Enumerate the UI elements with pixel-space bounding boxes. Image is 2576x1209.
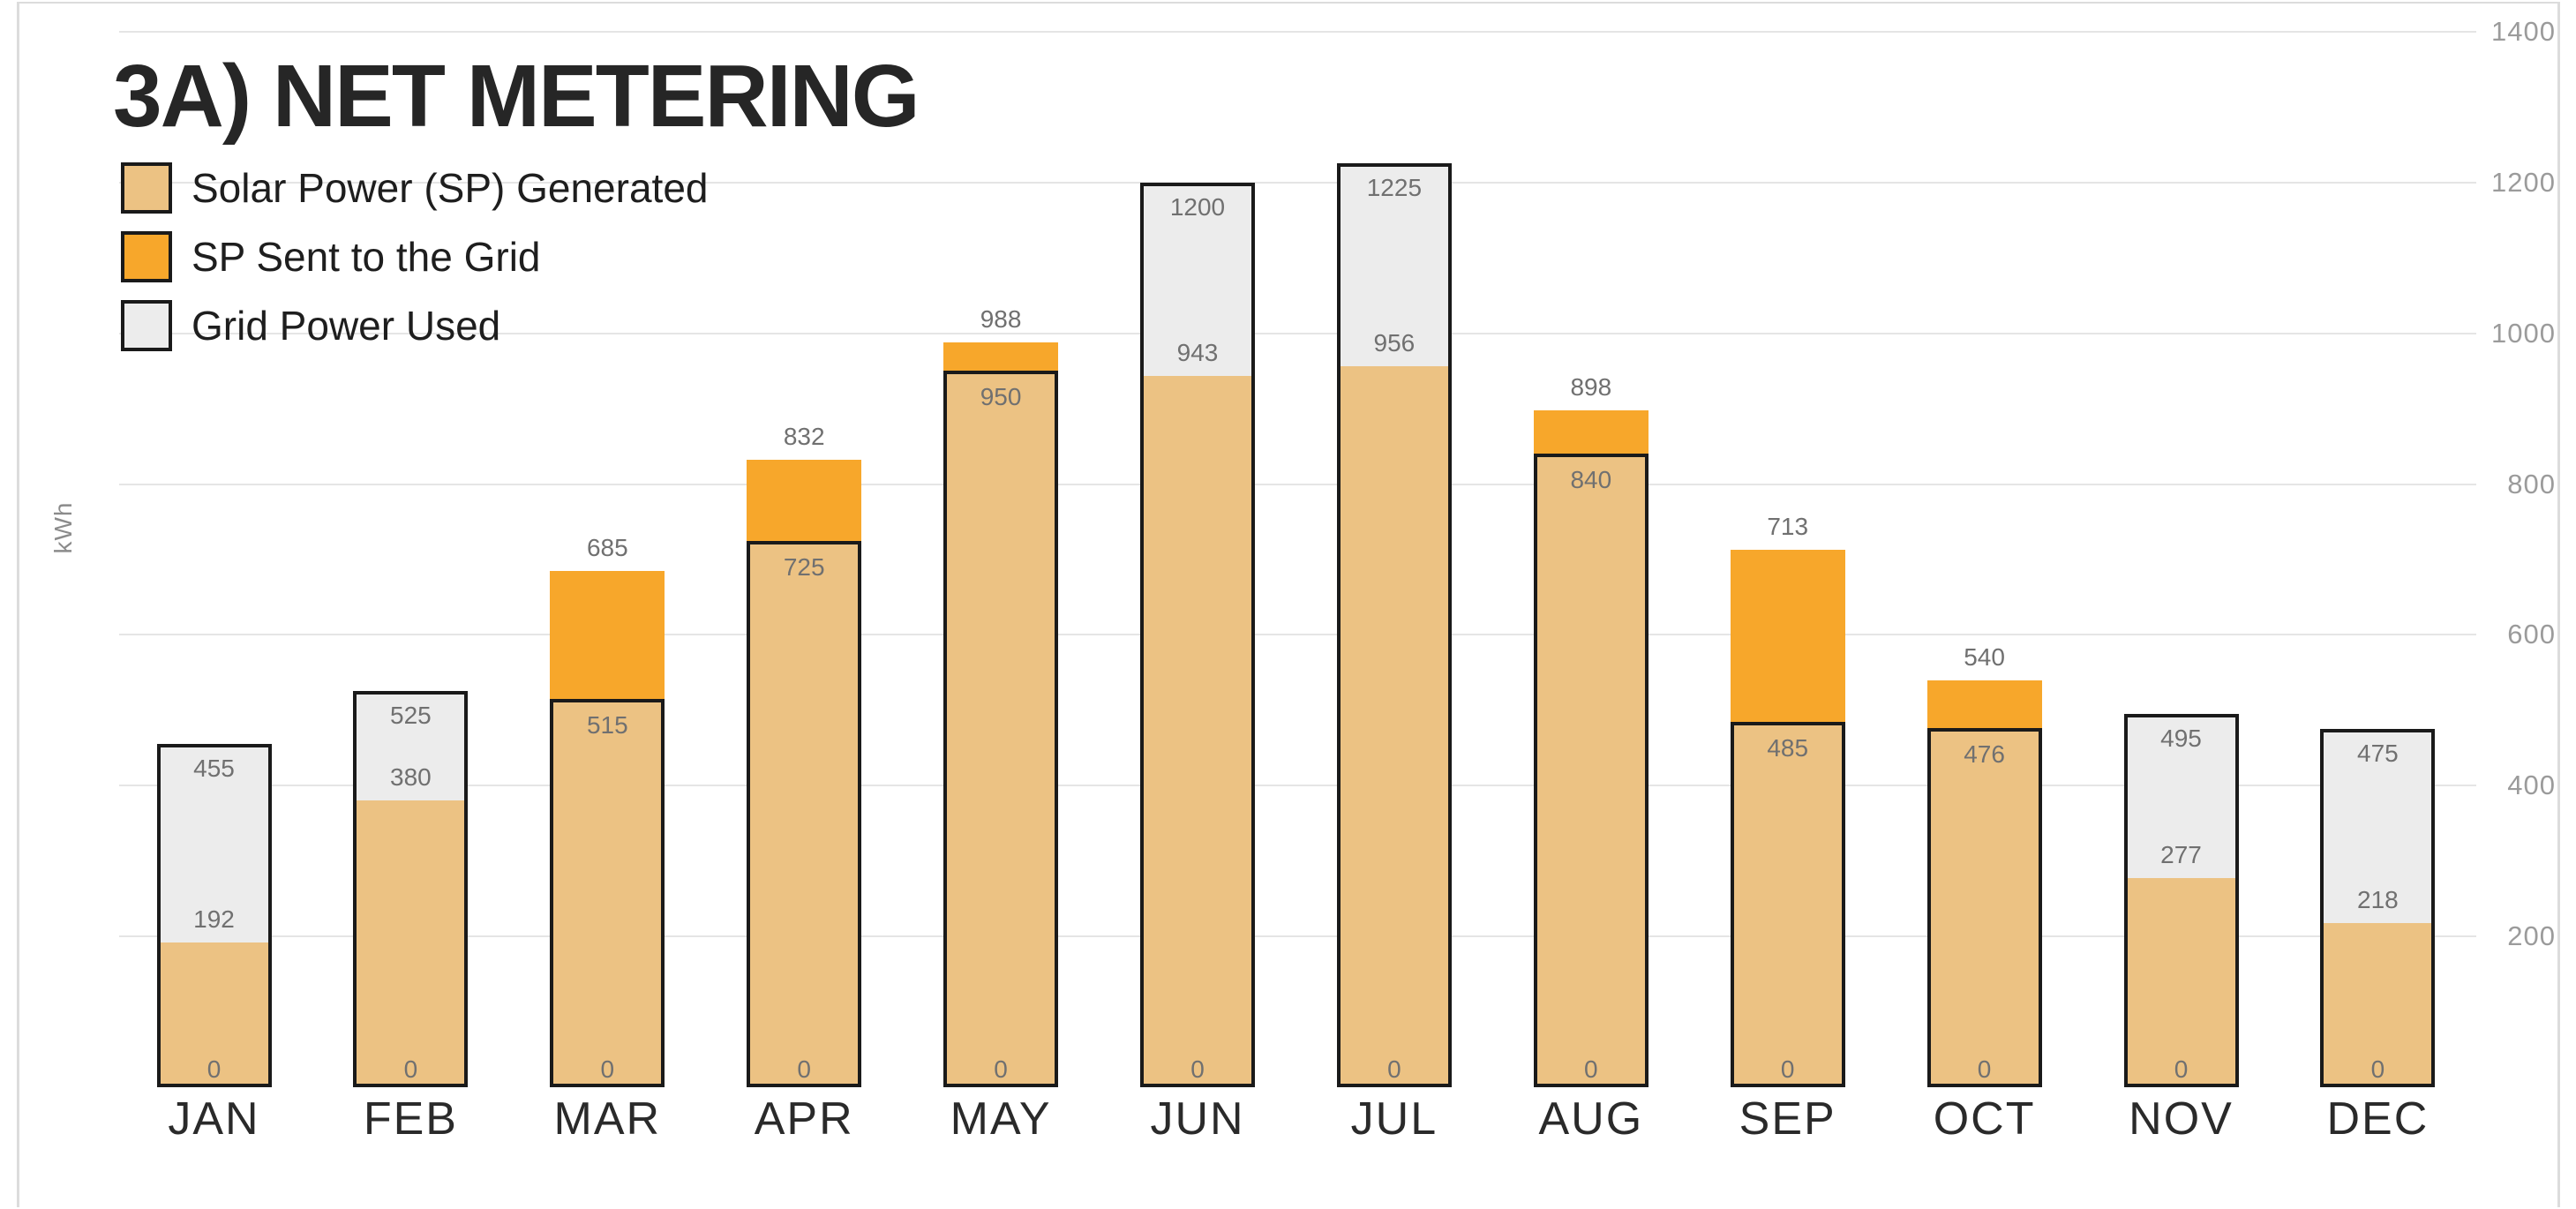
legend-swatch-sent-to-grid bbox=[121, 231, 172, 282]
y-axis-tick-800: 800 bbox=[2507, 468, 2556, 499]
bar-feb-total-label: 525 bbox=[390, 702, 432, 730]
bar-oct-solar-segment bbox=[1926, 728, 2042, 1087]
bar-jul-solar-segment bbox=[1340, 366, 1448, 1084]
x-axis-label-jul: JUL bbox=[1350, 1093, 1438, 1145]
bar-sep-solar-label: 485 bbox=[1767, 733, 1809, 762]
bar-dec-zero-label: 0 bbox=[2370, 1055, 2385, 1083]
bar-oct-total-label: 540 bbox=[1964, 642, 2005, 671]
bar-nov-total-label: 495 bbox=[2160, 725, 2202, 753]
x-axis-label-jan: JAN bbox=[168, 1093, 260, 1145]
bar-feb-solar-label: 380 bbox=[390, 763, 432, 792]
bar-dec-solar-label: 218 bbox=[2357, 885, 2399, 913]
bar-sep-solar-segment bbox=[1730, 721, 1845, 1087]
bar-may-total-label: 988 bbox=[980, 304, 1022, 333]
y-axis-tick-600: 600 bbox=[2507, 619, 2556, 650]
y-axis-tick-400: 400 bbox=[2507, 770, 2556, 801]
gridline-1000 bbox=[119, 332, 2476, 334]
bar-oct-solar-label: 476 bbox=[1964, 740, 2005, 769]
bar-mar-solar-segment bbox=[550, 699, 665, 1087]
x-axis-label-sep: SEP bbox=[1739, 1093, 1836, 1145]
gridline-400 bbox=[119, 785, 2476, 787]
bar-mar-total-label: 685 bbox=[586, 533, 628, 561]
legend-label-grid-used: Grid Power Used bbox=[192, 303, 501, 349]
bar-aug-zero-label: 0 bbox=[1584, 1055, 1598, 1083]
bar-jun-zero-label: 0 bbox=[1190, 1055, 1205, 1083]
x-axis-label-apr: APR bbox=[754, 1093, 854, 1145]
gridline-800 bbox=[119, 483, 2476, 485]
page-title: 3A) NET METERING bbox=[113, 47, 920, 146]
legend-label-sent-to-grid: SP Sent to the Grid bbox=[192, 234, 541, 280]
bar-sep-zero-label: 0 bbox=[1780, 1055, 1795, 1083]
bar-jul-total-label: 1225 bbox=[1366, 174, 1423, 202]
bar-aug-sent-to-grid-segment bbox=[1533, 409, 1648, 458]
bar-apr-zero-label: 0 bbox=[797, 1055, 811, 1083]
frame-right-line bbox=[2557, 2, 2560, 1207]
bar-dec-solar-segment bbox=[2324, 922, 2432, 1084]
bar-apr-sent-to-grid-segment bbox=[747, 460, 862, 544]
bar-sep-total-label: 713 bbox=[1767, 512, 1809, 540]
x-axis-label-feb: FEB bbox=[363, 1093, 458, 1145]
bar-aug-solar-segment bbox=[1533, 454, 1648, 1087]
bar-may-solar-segment bbox=[943, 371, 1059, 1087]
bar-oct-sent-to-grid-segment bbox=[1926, 680, 2042, 732]
x-axis-label-jun: JUN bbox=[1150, 1093, 1245, 1145]
x-axis-label-aug: AUG bbox=[1538, 1093, 1644, 1145]
legend-label-solar-generated: Solar Power (SP) Generated bbox=[192, 165, 709, 211]
bar-aug-total-label: 898 bbox=[1570, 372, 1612, 401]
y-axis-tick-1400: 1400 bbox=[2491, 15, 2556, 47]
bar-mar-zero-label: 0 bbox=[600, 1055, 615, 1083]
gridline-200 bbox=[119, 935, 2476, 938]
bar-dec-total-label: 475 bbox=[2357, 740, 2399, 768]
frame-top-line bbox=[18, 2, 2560, 4]
bar-sep-sent-to-grid-segment bbox=[1730, 549, 1845, 725]
y-axis-tick-1200: 1200 bbox=[2491, 166, 2556, 198]
y-axis-unit-label: kWh bbox=[49, 501, 77, 554]
bar-feb-solar-segment bbox=[357, 800, 465, 1084]
bar-apr-solar-label: 725 bbox=[783, 552, 825, 581]
x-axis-label-oct: OCT bbox=[1933, 1093, 2036, 1145]
x-axis-label-dec: DEC bbox=[2326, 1093, 2430, 1145]
frame-left-line bbox=[17, 2, 19, 1207]
bar-jun-solar-label: 943 bbox=[1176, 339, 1219, 367]
bar-jun-solar-segment bbox=[1144, 376, 1251, 1084]
bar-nov-zero-label: 0 bbox=[2174, 1055, 2189, 1083]
bar-jan-solar-segment bbox=[160, 942, 268, 1084]
bar-nov-solar-segment bbox=[2127, 878, 2235, 1084]
bar-jun-total-label: 1200 bbox=[1169, 192, 1226, 221]
bar-apr-total-label: 832 bbox=[783, 423, 825, 451]
bar-jan-total-label: 455 bbox=[193, 755, 235, 783]
bar-nov-solar-label: 277 bbox=[2160, 841, 2202, 869]
x-axis-label-mar: MAR bbox=[553, 1093, 662, 1145]
bar-apr-solar-segment bbox=[747, 540, 862, 1087]
bar-may-solar-label: 950 bbox=[980, 383, 1022, 411]
bar-mar-solar-label: 515 bbox=[586, 711, 628, 740]
y-axis-tick-200: 200 bbox=[2507, 920, 2556, 952]
legend-item-solar-generated: Solar Power (SP) Generated bbox=[121, 162, 709, 214]
x-axis-label-may: MAY bbox=[950, 1093, 1052, 1145]
gridline-1400 bbox=[119, 30, 2476, 33]
bar-mar-sent-to-grid-segment bbox=[550, 570, 665, 703]
x-axis-label-nov: NOV bbox=[2129, 1093, 2234, 1145]
bar-jul-solar-label: 956 bbox=[1373, 329, 1416, 357]
bar-jan-solar-label: 192 bbox=[193, 905, 235, 933]
bar-jan-zero-label: 0 bbox=[207, 1055, 222, 1083]
bar-feb-zero-label: 0 bbox=[403, 1055, 418, 1083]
legend-swatch-solar-generated bbox=[121, 162, 172, 214]
bar-aug-solar-label: 840 bbox=[1570, 466, 1612, 494]
legend-item-grid-used: Grid Power Used bbox=[121, 300, 500, 351]
bar-may-sent-to-grid-segment bbox=[943, 342, 1059, 375]
bar-jul-zero-label: 0 bbox=[1387, 1055, 1401, 1083]
legend-item-sent-to-grid: SP Sent to the Grid bbox=[121, 231, 541, 282]
y-axis-tick-1000: 1000 bbox=[2491, 317, 2556, 349]
gridline-1200 bbox=[119, 181, 2476, 184]
bar-oct-zero-label: 0 bbox=[1977, 1055, 1992, 1083]
bar-may-zero-label: 0 bbox=[994, 1055, 1008, 1083]
legend-swatch-grid-used bbox=[121, 300, 172, 351]
gridline-600 bbox=[119, 634, 2476, 636]
